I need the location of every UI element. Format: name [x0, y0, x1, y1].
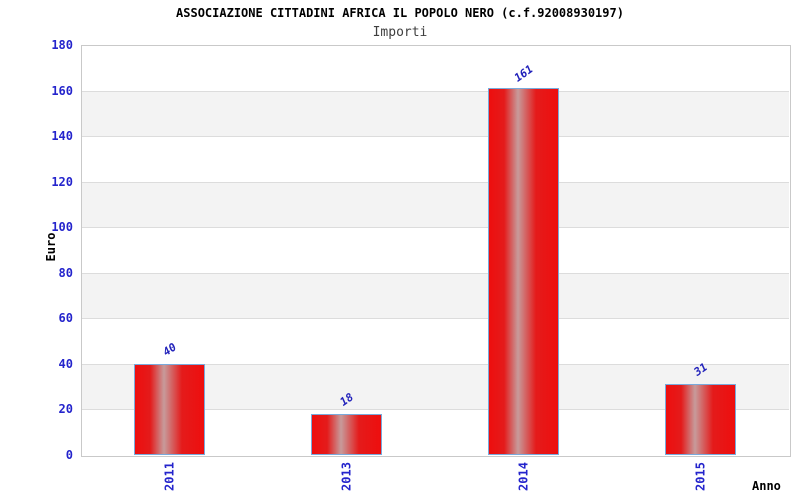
x-axis-label: Anno: [752, 479, 781, 493]
x-tick-label-2013: 2013: [339, 462, 353, 491]
y-tick-label: 120: [51, 174, 73, 189]
x-tick-label-2015: 2015: [693, 462, 707, 491]
y-tick-label: 0: [65, 448, 73, 462]
gridline: [81, 181, 789, 183]
chart-subtitle: Importi: [372, 25, 428, 40]
gridline: [81, 90, 789, 92]
x-tick-label-2014: 2014: [516, 462, 530, 491]
y-tick-label: 20: [58, 402, 73, 417]
bar-2013: [311, 414, 382, 455]
bar-2011: [134, 363, 205, 455]
chart-title: ASSOCIAZIONE CITTADINI AFRICA IL POPOLO …: [176, 6, 624, 20]
gridline: [81, 318, 789, 320]
y-tick-label: 80: [58, 265, 73, 280]
gridline: [81, 363, 789, 365]
plot-band: [81, 90, 789, 137]
plot-band: [81, 227, 789, 273]
y-tick-label: 40: [58, 356, 73, 371]
y-tick-label: 140: [51, 129, 73, 144]
plot-band: [81, 272, 789, 319]
y-tick-label: 180: [51, 38, 73, 52]
plot-band: [81, 45, 789, 91]
plot-band: [81, 136, 789, 182]
gridline: [81, 227, 789, 229]
y-tick-label: 160: [51, 83, 73, 98]
bar-2015: [665, 384, 736, 455]
plot-band: [81, 318, 789, 364]
y-tick-label: 60: [58, 311, 73, 326]
gridline: [81, 409, 789, 411]
plot-band: [81, 181, 789, 228]
gridline: [81, 136, 789, 138]
bar-2014: [488, 88, 559, 455]
x-tick-label-2011: 2011: [162, 462, 176, 491]
y-tick-label: 100: [51, 220, 73, 235]
gridline: [81, 272, 789, 274]
